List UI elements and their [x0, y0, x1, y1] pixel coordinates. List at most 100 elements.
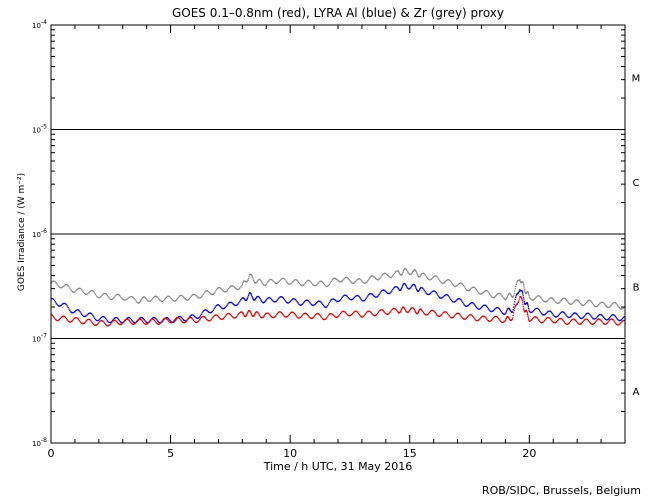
- data-point: [582, 304, 584, 307]
- data-point: [129, 321, 132, 323]
- data-point: [528, 309, 530, 311]
- data-point: [316, 301, 319, 303]
- data-point: [64, 283, 67, 286]
- data-point: [417, 312, 419, 314]
- data-point: [411, 285, 413, 287]
- data-point: [109, 321, 111, 324]
- data-point: [527, 304, 529, 306]
- data-point: [163, 299, 165, 302]
- data-point: [357, 295, 360, 297]
- data-point: [296, 316, 298, 318]
- data-point: [170, 322, 173, 324]
- data-point: [448, 296, 450, 298]
- data-point: [129, 296, 131, 298]
- data-point: [514, 288, 516, 290]
- data-point: [207, 311, 209, 313]
- data-point: [297, 280, 299, 282]
- data-point: [329, 300, 332, 302]
- data-point: [84, 315, 86, 318]
- data-point: [407, 287, 409, 289]
- data-point: [218, 317, 220, 319]
- data-point: [235, 304, 238, 307]
- data-point: [240, 311, 243, 313]
- data-point: [491, 310, 493, 313]
- data-point: [562, 311, 565, 313]
- y-tick-label: 10-7: [32, 333, 47, 344]
- data-point: [476, 320, 478, 322]
- data-point: [267, 281, 269, 283]
- data-point: [334, 277, 337, 280]
- data-point: [181, 295, 184, 297]
- data-point: [287, 283, 290, 285]
- data-point: [274, 282, 276, 284]
- data-point: [264, 301, 266, 303]
- data-point: [466, 289, 468, 291]
- data-point: [236, 315, 238, 317]
- data-point: [172, 299, 174, 302]
- data-point: [516, 293, 518, 296]
- data-point: [424, 291, 426, 293]
- data-point: [75, 290, 77, 292]
- data-point: [340, 311, 343, 313]
- data-point: [472, 315, 474, 318]
- data-point: [600, 319, 602, 322]
- data-point: [483, 291, 485, 293]
- data-point: [217, 287, 220, 289]
- data-point: [463, 304, 466, 306]
- data-point: [413, 283, 415, 286]
- data-point: [182, 322, 185, 324]
- data-point: [421, 287, 424, 289]
- data-point: [166, 318, 168, 321]
- data-point: [522, 283, 525, 286]
- data-point: [279, 296, 281, 298]
- data-point: [240, 286, 242, 288]
- data-point: [341, 280, 343, 282]
- data-point: [111, 320, 113, 323]
- data-point: [246, 297, 249, 299]
- data-point: [262, 316, 264, 319]
- data-point: [299, 283, 302, 286]
- data-point: [246, 280, 249, 282]
- data-point: [454, 314, 456, 316]
- data-point: [268, 297, 270, 299]
- data-point: [603, 302, 605, 304]
- data-point: [463, 286, 466, 288]
- data-point: [98, 319, 100, 321]
- data-point: [497, 293, 499, 295]
- data-point: [72, 291, 74, 293]
- data-point: [462, 318, 465, 320]
- data-point: [358, 296, 361, 298]
- data-point: [386, 313, 389, 315]
- data-point: [82, 323, 84, 325]
- data-point: [491, 296, 493, 298]
- data-point: [196, 295, 198, 298]
- data-point: [88, 312, 91, 314]
- data-point: [515, 285, 517, 288]
- data-point: [533, 316, 536, 318]
- data-point: [600, 314, 602, 316]
- data-point: [298, 282, 301, 285]
- data-point: [194, 294, 197, 296]
- data-point: [158, 298, 160, 300]
- data-point: [216, 288, 218, 291]
- data-point: [327, 285, 329, 287]
- data-point: [265, 312, 267, 315]
- data-point: [421, 310, 424, 312]
- data-point: [480, 293, 483, 295]
- data-point: [490, 295, 492, 297]
- data-point: [518, 300, 520, 302]
- data-point: [367, 280, 369, 282]
- data-point: [199, 297, 202, 299]
- data-point: [449, 297, 451, 299]
- data-point: [298, 281, 300, 284]
- data-point: [95, 324, 97, 326]
- data-point: [590, 315, 592, 317]
- data-point: [579, 303, 582, 305]
- data-point: [596, 305, 598, 308]
- data-point: [118, 323, 121, 325]
- y-tick-label: 10-6: [32, 228, 47, 239]
- data-point: [235, 316, 238, 318]
- data-point: [233, 285, 235, 288]
- data-point: [121, 322, 123, 324]
- data-point: [361, 316, 363, 318]
